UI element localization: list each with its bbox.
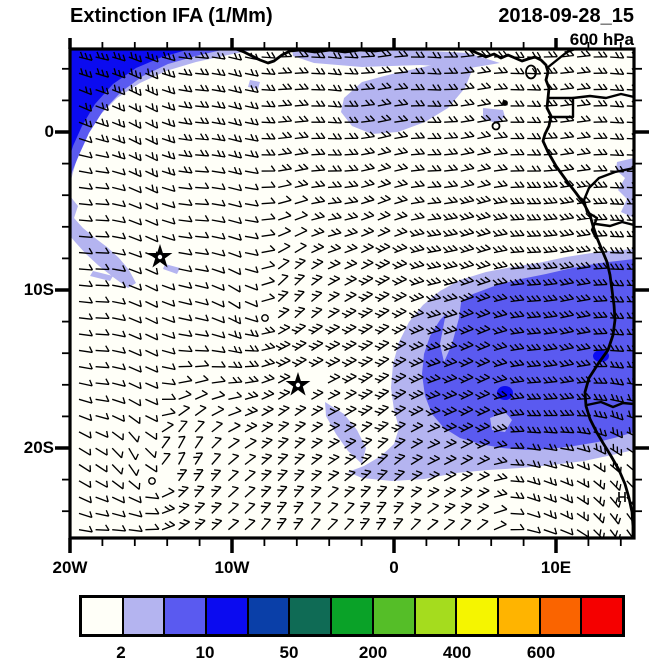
plot-datetime: 2018-09-28_15 bbox=[498, 5, 634, 27]
calm-wind-circle-icon bbox=[148, 477, 156, 485]
calm-wind-circle-icon bbox=[261, 314, 269, 322]
principe-island bbox=[502, 100, 508, 106]
plot-title: Extinction IFA (1/Mm) bbox=[70, 5, 273, 27]
colorbar-cell bbox=[288, 598, 331, 634]
colorbar-cell bbox=[121, 598, 164, 634]
colorbar-tick-label: 600 bbox=[526, 643, 556, 662]
colorbar-cell bbox=[455, 598, 497, 634]
colorbar-cell bbox=[580, 598, 622, 634]
y-axis-tick-label: 20S bbox=[23, 438, 54, 457]
colorbar-cell bbox=[246, 598, 289, 634]
colorbar-cell bbox=[538, 598, 581, 634]
colorbar-cell bbox=[205, 598, 247, 634]
colorbar-cell bbox=[496, 598, 539, 634]
colorbar-tick-label: 50 bbox=[279, 643, 299, 662]
wind-barbs bbox=[78, 49, 634, 538]
sao-tome-island bbox=[491, 121, 501, 131]
y-axis-tick-label: 0 bbox=[44, 122, 54, 141]
colorbar-cell bbox=[371, 598, 414, 634]
colorbar-tick-label: 10 bbox=[195, 643, 215, 662]
colorbar-tick-label: 200 bbox=[358, 643, 388, 662]
country-border bbox=[571, 92, 634, 100]
axis-ticks bbox=[55, 38, 649, 553]
star-marker-center bbox=[157, 254, 163, 260]
country-border bbox=[594, 220, 634, 228]
x-axis-tick-label: 10W bbox=[214, 558, 250, 577]
colorbar-tick-label: 400 bbox=[442, 643, 472, 662]
pressure-level-label: 600 hPa bbox=[569, 30, 634, 49]
contour-region bbox=[490, 412, 512, 432]
contour-region bbox=[325, 402, 366, 464]
x-axis-tick-label: 10E bbox=[540, 558, 572, 577]
colorbar-tick-label: 2 bbox=[116, 643, 126, 662]
contour-region bbox=[341, 62, 473, 134]
colorbar-cell bbox=[330, 598, 372, 634]
x-axis-tick-label: 20W bbox=[52, 558, 88, 577]
colorbar-cell bbox=[82, 598, 122, 634]
star-marker-center bbox=[295, 382, 301, 388]
country-border bbox=[547, 96, 575, 119]
contour-region bbox=[422, 259, 634, 450]
pan-glyph bbox=[618, 492, 626, 502]
contour-region bbox=[90, 271, 113, 281]
map-frame bbox=[68, 47, 636, 540]
country-border bbox=[585, 400, 634, 409]
contour-shading-layer bbox=[70, 49, 634, 481]
country-border bbox=[582, 166, 634, 240]
colorbar-cell bbox=[163, 598, 206, 634]
x-axis-tick-label: 0 bbox=[389, 558, 399, 577]
wind-barbs-layer bbox=[78, 49, 634, 538]
contour-region bbox=[440, 295, 462, 362]
colorbar-cell bbox=[413, 598, 456, 634]
colorbar bbox=[79, 595, 625, 637]
contour-region bbox=[70, 49, 190, 156]
contour-region bbox=[483, 108, 505, 123]
bioko-island bbox=[525, 64, 537, 80]
y-axis-tick-label: 10S bbox=[23, 280, 54, 299]
